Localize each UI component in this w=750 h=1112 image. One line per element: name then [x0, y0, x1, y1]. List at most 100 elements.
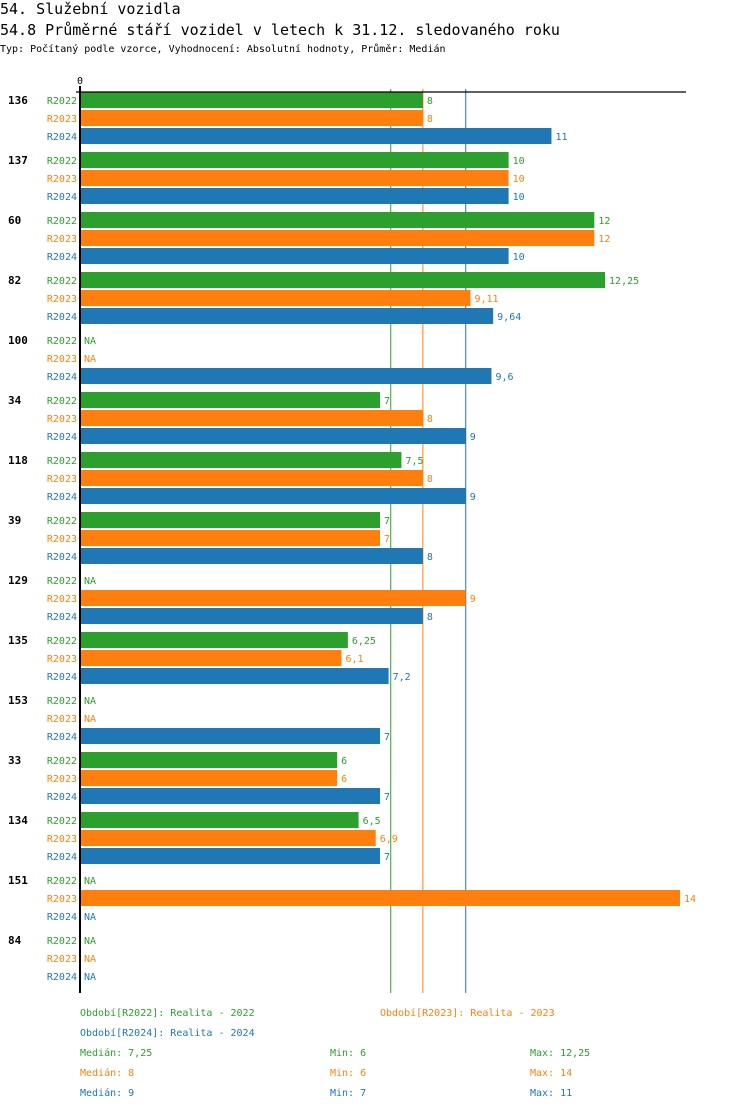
series-label: R2023 — [47, 774, 77, 785]
series-label: R2023 — [47, 474, 77, 485]
na-label: NA — [84, 954, 96, 965]
series-label: R2023 — [47, 354, 77, 365]
data-label: 9,6 — [495, 372, 513, 383]
bar-r2024 — [81, 668, 389, 684]
data-label: 7 — [384, 792, 390, 803]
series-label: R2023 — [47, 894, 77, 905]
bar-r2023 — [81, 650, 342, 666]
data-label: 7,5 — [405, 456, 423, 467]
category-label: 134 — [8, 814, 28, 827]
series-label: R2023 — [47, 954, 77, 965]
category-label: 39 — [8, 514, 21, 527]
data-label: 12 — [598, 234, 610, 245]
data-label: 6,1 — [345, 654, 363, 665]
series-label: R2024 — [47, 372, 77, 383]
bar-r2022 — [81, 632, 348, 648]
series-label: R2022 — [47, 156, 77, 167]
data-label: 8 — [427, 414, 433, 425]
legend-min-r2024: Min: 7 — [330, 1088, 367, 1099]
category-label: 100 — [8, 334, 28, 347]
bar-r2024 — [81, 788, 381, 804]
chart-title: 54.8 Průměrné stáří vozidel v letech k 3… — [0, 21, 560, 39]
series-label: R2022 — [47, 876, 77, 887]
data-label: 14 — [684, 894, 696, 905]
legend-min-r2022: Min: 6 — [330, 1048, 367, 1059]
data-label: 8 — [427, 552, 433, 563]
series-label: R2022 — [47, 576, 77, 587]
category-label: 33 — [8, 754, 21, 767]
bar-r2024 — [81, 488, 466, 504]
series-label: R2024 — [47, 252, 77, 263]
data-label: 9,11 — [474, 294, 498, 305]
na-label: NA — [84, 876, 96, 887]
na-label: NA — [84, 912, 96, 923]
series-label: R2022 — [47, 456, 77, 467]
series-label: R2022 — [47, 276, 77, 287]
bar-r2024 — [81, 308, 494, 324]
bar-r2024 — [81, 548, 423, 564]
bar-r2022 — [81, 752, 338, 768]
series-label: R2023 — [47, 834, 77, 845]
series-label: R2022 — [47, 516, 77, 527]
data-label: 10 — [513, 174, 525, 185]
legend-max-r2024: Max: 11 — [530, 1088, 573, 1099]
x-tick-label: 0 — [77, 76, 83, 87]
series-label: R2022 — [47, 636, 77, 647]
na-label: NA — [84, 714, 96, 725]
series-label: R2022 — [47, 336, 77, 347]
series-label: R2023 — [47, 234, 77, 245]
category-label: 136 — [8, 94, 28, 107]
data-label: 7 — [384, 534, 390, 545]
bar-r2024 — [81, 188, 509, 204]
series-label: R2024 — [47, 552, 77, 563]
series-label: R2024 — [47, 912, 77, 923]
data-label: 8 — [427, 96, 433, 107]
series-label: R2023 — [47, 654, 77, 665]
series-label: R2024 — [47, 132, 77, 143]
bar-r2023 — [81, 470, 423, 486]
bar-r2022 — [81, 512, 381, 528]
data-label: 10 — [513, 192, 525, 203]
page-title: 54. Služební vozidla — [0, 0, 181, 18]
legend-period-r2023: Období[R2023]: Realita - 2023 — [380, 1008, 555, 1019]
category-label: 84 — [8, 934, 22, 947]
bar-r2023 — [81, 410, 423, 426]
category-label: 153 — [8, 694, 28, 707]
legend-period-r2022: Období[R2022]: Realita - 2022 — [80, 1008, 255, 1019]
series-label: R2023 — [47, 714, 77, 725]
bar-r2022 — [81, 812, 359, 828]
category-label: 82 — [8, 274, 21, 287]
series-label: R2024 — [47, 852, 77, 863]
series-label: R2022 — [47, 396, 77, 407]
legend-min-r2023: Min: 6 — [330, 1068, 367, 1079]
series-label: R2022 — [47, 216, 77, 227]
bar-r2022 — [81, 212, 595, 228]
series-label: R2023 — [47, 174, 77, 185]
legend-max-r2022: Max: 12,25 — [530, 1048, 591, 1059]
data-label: 8 — [427, 612, 433, 623]
bar-r2024 — [81, 848, 381, 864]
series-label: R2023 — [47, 294, 77, 305]
data-label: 6,5 — [363, 816, 381, 827]
bar-r2024 — [81, 368, 492, 384]
category-label: 34 — [8, 394, 22, 407]
chart-info: Typ: Počítaný podle vzorce, Vyhodnocení:… — [0, 44, 446, 55]
legend-period-r2024: Období[R2024]: Realita - 2024 — [80, 1028, 255, 1039]
na-label: NA — [84, 936, 96, 947]
legend-median-r2023: Medián: 8 — [80, 1068, 135, 1079]
na-label: NA — [84, 576, 96, 587]
category-label: 135 — [8, 634, 28, 647]
data-label: 7,2 — [393, 672, 411, 683]
series-label: R2023 — [47, 114, 77, 125]
series-label: R2022 — [47, 936, 77, 947]
data-label: 6 — [341, 756, 347, 767]
na-label: NA — [84, 354, 96, 365]
legend-median-r2024: Medián: 9 — [80, 1088, 135, 1099]
data-label: 6 — [341, 774, 347, 785]
data-label: 8 — [427, 114, 433, 125]
legend-median-r2022: Medián: 7,25 — [80, 1048, 153, 1059]
data-label: 10 — [513, 156, 525, 167]
series-label: R2024 — [47, 312, 77, 323]
data-label: 12,25 — [609, 276, 639, 287]
